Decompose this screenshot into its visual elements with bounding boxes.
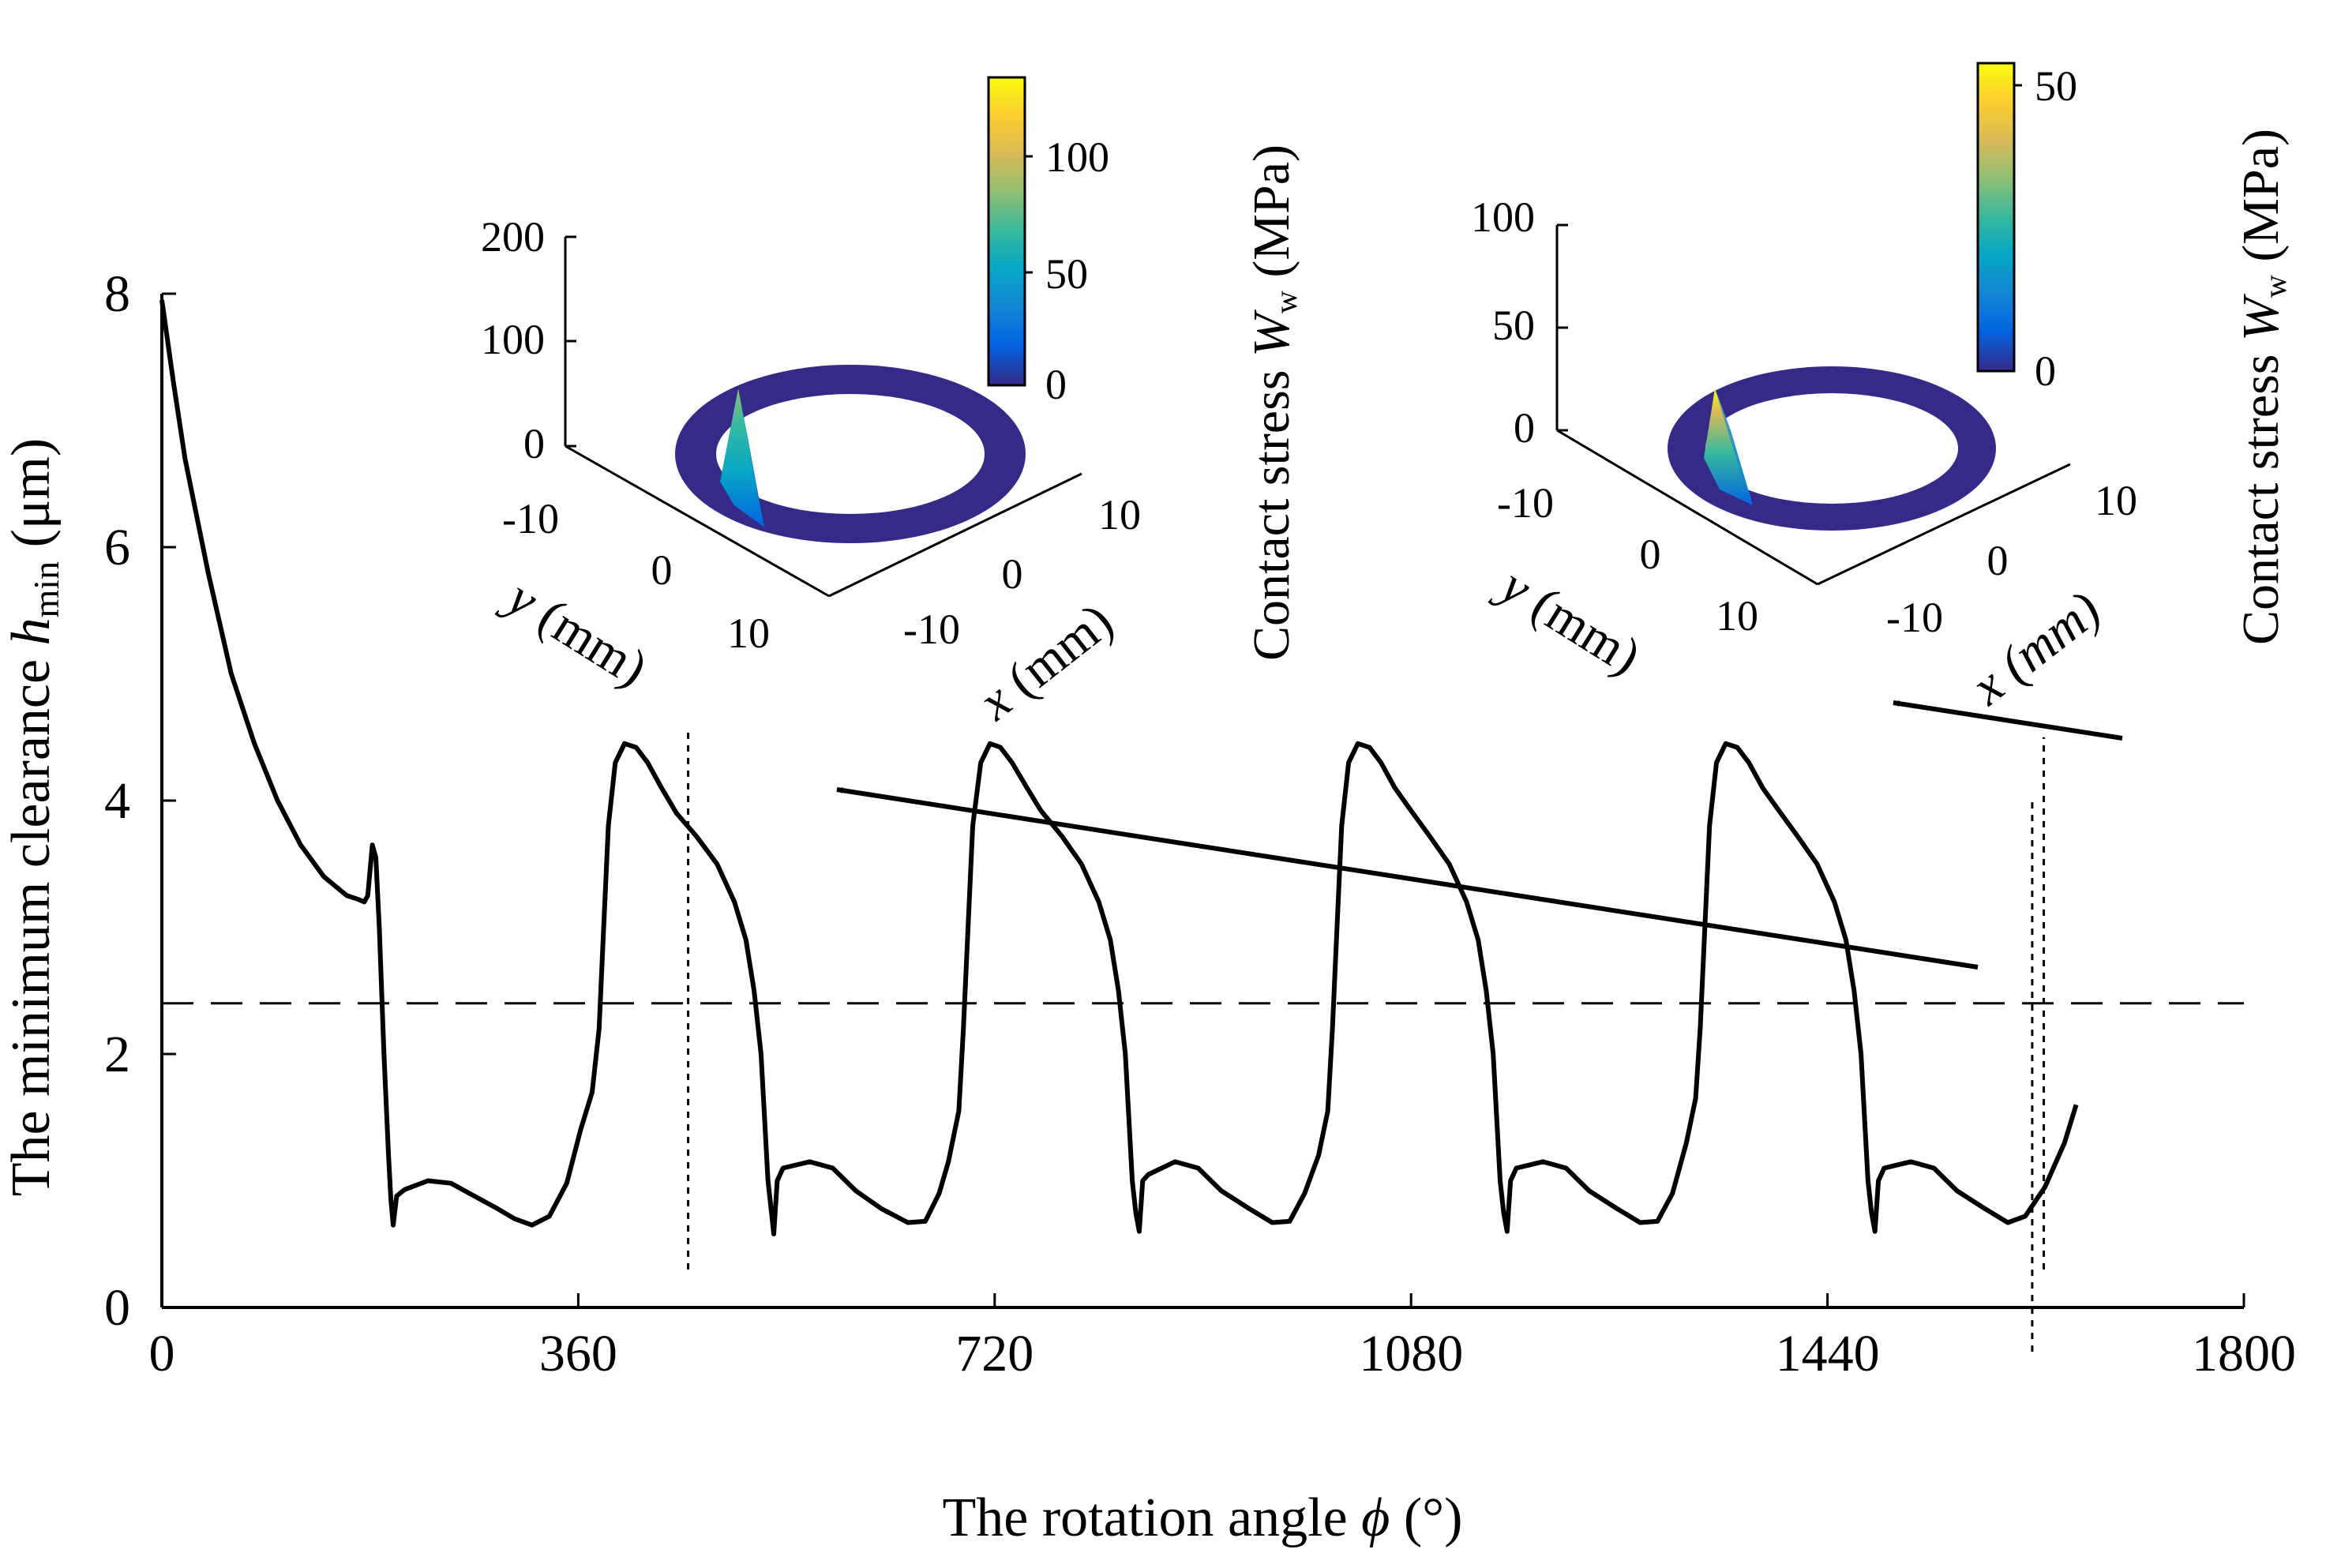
inset-right-cb-title-sub: w (2257, 275, 2293, 298)
inset-left-cb-label-2: 50 (1045, 250, 1088, 298)
arrow-to-right-inset (1893, 700, 2123, 741)
main-axes: 0 360 720 1080 1440 1800 0 2 4 6 8 (104, 265, 2296, 1382)
inset-right-cb-label-2: 0 (2035, 347, 2056, 395)
arrow-to-left-inset (836, 787, 1979, 970)
y-tick-label-3: 6 (104, 519, 130, 576)
inset-right-cb-title-unit: (MPa) (2232, 129, 2290, 275)
y-axis-title-symbol: h (1, 617, 62, 645)
y-axis-title-unit: (μm) (1, 438, 62, 561)
inset-left-x-axis (828, 472, 1082, 598)
inset-left-ytick-label-2: 0 (651, 546, 673, 594)
inset-left-stress-peak-face (738, 388, 764, 527)
inset-right-colorbar (1976, 62, 2016, 373)
x-tick-label-0: 0 (149, 1325, 175, 1382)
inset-right-y-label-unit: (mm) (1510, 568, 1650, 685)
x-axis-title-main: The rotation angle (943, 1487, 1362, 1548)
inset-left-x-label: x (mm) (968, 592, 1124, 732)
inset-left-xtick-label-1: 10 (1098, 491, 1141, 538)
inset-left-cb-label-3: 0 (1045, 361, 1067, 408)
inset-left-ytick-label-3: 10 (727, 610, 770, 657)
x-axis-title: The rotation angle ϕ (°) (943, 1487, 1463, 1548)
inset-left-y-label: y (mm) (493, 566, 657, 698)
x-tick-label-5: 1800 (2192, 1325, 2296, 1382)
inset-left-y-label-unit: (mm) (517, 580, 657, 697)
inset-right-cb-label-1: 50 (2035, 62, 2077, 110)
x-tick-label-1: 360 (539, 1325, 617, 1382)
inset-right-y-axis (1556, 429, 1818, 586)
inset-right-cb-title-symbol: W (2232, 294, 2290, 341)
inset-right-ztick-label-2: 50 (1492, 302, 1535, 349)
inset-right-x-label: x (mm) (1960, 580, 2112, 716)
x-tick-label-3: 1080 (1359, 1325, 1463, 1382)
y-tick-label-1: 2 (104, 1026, 130, 1083)
inset-right-xtick-label-1: 10 (2095, 477, 2137, 524)
y-axis-title-sub: min (26, 561, 66, 618)
inset-right-stress-peak-face (1715, 388, 1753, 505)
inset-left-xtick-label-3: -10 (903, 606, 960, 653)
inset-right-colorbar-title: Contact stress Ww (MPa) (2232, 129, 2293, 645)
inset-right-xtick-label-2: 0 (1987, 537, 2009, 584)
marker-lines (687, 730, 2046, 1352)
x-ticks: 0 360 720 1080 1440 1800 (149, 1293, 2296, 1382)
y-tick-label-2: 4 (104, 772, 130, 830)
inset-left-ztick-label-3: 0 (523, 420, 545, 467)
inset-right-ztick-label-1: 100 (1471, 193, 1535, 241)
inset-right-stress-peak (1704, 388, 1753, 505)
x-tick-label-4: 1440 (1776, 1325, 1880, 1382)
inset-right-cb-title-main: Contact stress (2232, 341, 2290, 645)
x-axis-title-symbol: ϕ (1361, 1487, 1390, 1548)
inset-left: 200 100 0 -10 0 10 10 0 -10 y (mm) x (mm… (481, 76, 1304, 732)
inset-left-ring-hole (716, 394, 985, 514)
inset-left-cb-title-sub: w (1268, 291, 1304, 313)
inset-right-ring-hole (1705, 393, 1958, 504)
y-ticks: 0 2 4 6 8 (104, 265, 176, 1337)
inset-left-x-label-unit: (mm) (987, 592, 1124, 717)
inset-right-ytick-label-3: 10 (1716, 592, 1758, 640)
inset-right: 100 50 0 -10 0 10 10 0 -10 y (mm) x (mm)… (1471, 62, 2293, 716)
inset-left-xtick-label-2: 0 (1002, 550, 1023, 598)
inset-left-cb-label-1: 100 (1045, 133, 1109, 181)
inset-left-ytick-label-1: -10 (502, 495, 559, 542)
inset-right-x-axis (1817, 463, 2071, 586)
inset-right-ytick-label-2: 0 (1640, 531, 1661, 578)
x-axis-title-unit: (°) (1390, 1487, 1462, 1548)
inset-right-ztick-label-3: 0 (1514, 404, 1535, 452)
y-tick-label-0: 0 (104, 1279, 130, 1337)
y-tick-label-4: 8 (104, 265, 130, 323)
y-axis-title-main: The minimum clearance (1, 645, 62, 1196)
x-tick-label-2: 720 (955, 1325, 1034, 1382)
inset-left-stress-peak (720, 388, 764, 527)
inset-right-y-label: y (mm) (1487, 554, 1650, 686)
h-min-curve (159, 299, 2079, 1236)
inset-right-xtick-label-3: -10 (1886, 594, 1943, 641)
inset-left-y-axis (565, 445, 830, 598)
inset-left-ztick-label-1: 200 (481, 213, 545, 261)
inset-left-colorbar-title: Contact stress Ww (MPa) (1243, 144, 1304, 661)
y-axis-title: The minimum clearance hmin (μm) (1, 438, 66, 1196)
inset-left-cb-title-unit: (MPa) (1243, 144, 1300, 291)
inset-right-ytick-label-1: -10 (1497, 479, 1554, 527)
inset-left-colorbar (987, 76, 1026, 387)
inset-left-cb-title-symbol: W (1243, 309, 1300, 357)
inset-left-cb-title-main: Contact stress (1243, 357, 1300, 661)
inset-left-ztick-label-2: 100 (481, 316, 545, 363)
